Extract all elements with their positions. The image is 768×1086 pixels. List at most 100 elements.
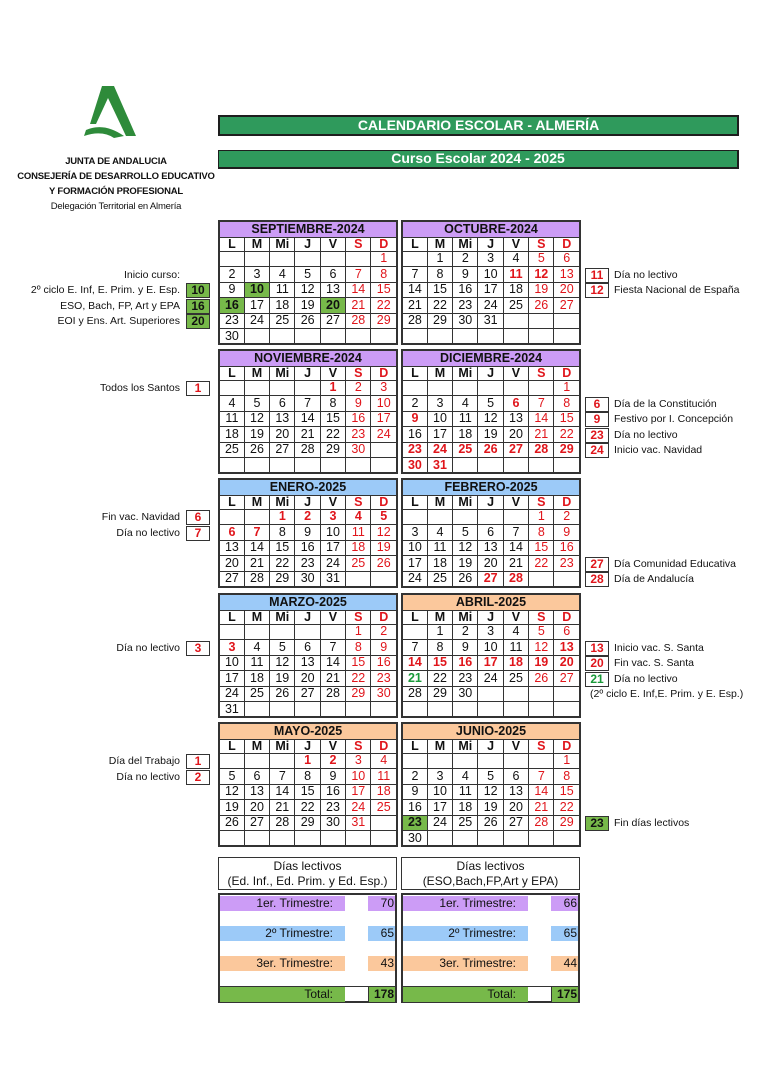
day-cell: 19 — [269, 670, 296, 687]
day-name: J — [294, 494, 321, 510]
day-cell: 9 — [294, 524, 321, 541]
day-cell: 23 — [553, 555, 581, 572]
day-cell: 2 — [294, 508, 321, 525]
day-name: V — [319, 236, 347, 252]
day-cell: 8 — [528, 524, 555, 541]
day-cell: 21 — [294, 426, 321, 443]
day-cell: 25 — [452, 441, 479, 458]
summary-row-label: 3er. Trimestre: — [220, 956, 345, 971]
day-cell: 24 — [370, 426, 398, 443]
month-table: FEBRERO-2025 L M Mi J V S D 1 2 3 4 5 6 7 8 9 10 11 12 13 14 1… — [401, 478, 581, 588]
day-cell: 22 — [426, 670, 454, 687]
day-cell: 26 — [243, 441, 271, 458]
month-header: NOVIEMBRE-2024 — [218, 349, 398, 367]
day-cell: 24 — [477, 297, 504, 314]
day-cell: 13 — [269, 410, 296, 427]
note-day-box: 16 — [186, 298, 210, 314]
empty-cell — [243, 379, 271, 396]
note-day-box: 1 — [186, 381, 210, 396]
day-cell: 10 — [477, 639, 504, 656]
day-name: Mi — [269, 494, 296, 510]
day-cell: 1 — [269, 508, 296, 525]
empty-cell — [218, 830, 245, 847]
day-cell: 6 — [319, 266, 347, 283]
month-header: ABRIL-2025 — [401, 593, 581, 611]
day-cell: 25 — [243, 685, 271, 702]
day-cell: 14 — [345, 281, 372, 298]
day-cell: 12 — [452, 539, 479, 556]
day-cell: 13 — [502, 410, 530, 427]
day-cell: 24 — [477, 670, 504, 687]
day-cell: 5 — [294, 266, 321, 283]
day-cell: 19 — [370, 539, 398, 556]
day-cell: 16 — [319, 783, 347, 800]
day-cell: 23 — [345, 426, 372, 443]
summary-row-label: 1er. Trimestre: — [220, 896, 345, 911]
day-cell: 25 — [269, 312, 296, 329]
empty-cell — [426, 830, 454, 847]
day-name: M — [426, 494, 454, 510]
empty-cell — [477, 457, 504, 474]
day-cell: 15 — [528, 539, 555, 556]
summary-row-label: 3er. Trimestre: — [403, 956, 528, 971]
empty-cell — [502, 685, 530, 702]
day-name: V — [319, 738, 347, 754]
day-cell: 28 — [243, 570, 271, 587]
day-cell: 30 — [294, 570, 321, 587]
note-day-box: 12 — [585, 283, 609, 298]
day-cell: 14 — [528, 410, 555, 427]
empty-cell — [294, 457, 321, 474]
day-cell: 3 — [345, 752, 372, 769]
day-name: D — [370, 609, 398, 625]
day-cell: 18 — [452, 426, 479, 443]
note-day-box: 23 — [585, 427, 609, 443]
day-cell: 1 — [553, 752, 581, 769]
empty-cell — [528, 328, 555, 345]
day-cell: 28 — [401, 312, 428, 329]
day-cell: 26 — [528, 670, 555, 687]
empty-cell — [294, 250, 321, 267]
note-label: Día del Trabajo — [108, 755, 180, 767]
day-cell: 30 — [345, 441, 372, 458]
day-cell: 28 — [269, 814, 296, 831]
empty-cell — [553, 457, 581, 474]
day-cell: 12 — [243, 410, 271, 427]
day-cell: 8 — [426, 639, 454, 656]
day-cell: 19 — [452, 555, 479, 572]
summary-row: 3er. Trimestre: 43 — [220, 956, 395, 971]
day-name: L — [401, 609, 428, 625]
day-name: M — [243, 738, 271, 754]
day-name: J — [477, 236, 504, 252]
day-name: D — [370, 494, 398, 510]
summary-row: 1er. Trimestre: 66 — [403, 896, 578, 911]
note-label: Día de la Constitución — [614, 397, 717, 410]
empty-cell — [345, 328, 372, 345]
day-cell: 21 — [345, 297, 372, 314]
day-cell: 8 — [345, 639, 372, 656]
day-cell: 19 — [477, 426, 504, 443]
empty-cell — [218, 508, 245, 525]
day-cell: 30 — [401, 457, 428, 474]
note-label: Inicio vac. Navidad — [614, 444, 703, 456]
day-cell: 3 — [218, 639, 245, 656]
empty-cell — [553, 685, 581, 702]
day-cell: 29 — [319, 441, 347, 458]
day-cell: 31 — [477, 312, 504, 329]
day-cell: 31 — [345, 814, 372, 831]
summary-table: 1er. Trimestre: 66 2º Trimestre: 65 3er. Tri… — [401, 893, 580, 1003]
day-cell: 6 — [553, 250, 581, 267]
day-cell: 21 — [401, 670, 428, 687]
summary-header: Días lectivos (ESO,Bach,FP,Art y EPA) — [401, 857, 580, 890]
empty-cell — [243, 623, 271, 640]
day-cell: 11 — [502, 266, 530, 283]
day-cell: 13 — [319, 281, 347, 298]
day-cell: 15 — [426, 281, 454, 298]
day-cell: 24 — [218, 685, 245, 702]
day-cell: 13 — [553, 266, 581, 283]
month-header: SEPTIEMBRE-2024 — [218, 220, 398, 238]
month-header: DICIEMBRE-2024 — [401, 349, 581, 367]
day-name: V — [502, 236, 530, 252]
day-cell: 6 — [294, 639, 321, 656]
day-cell: 3 — [319, 508, 347, 525]
day-cell: 18 — [452, 799, 479, 816]
